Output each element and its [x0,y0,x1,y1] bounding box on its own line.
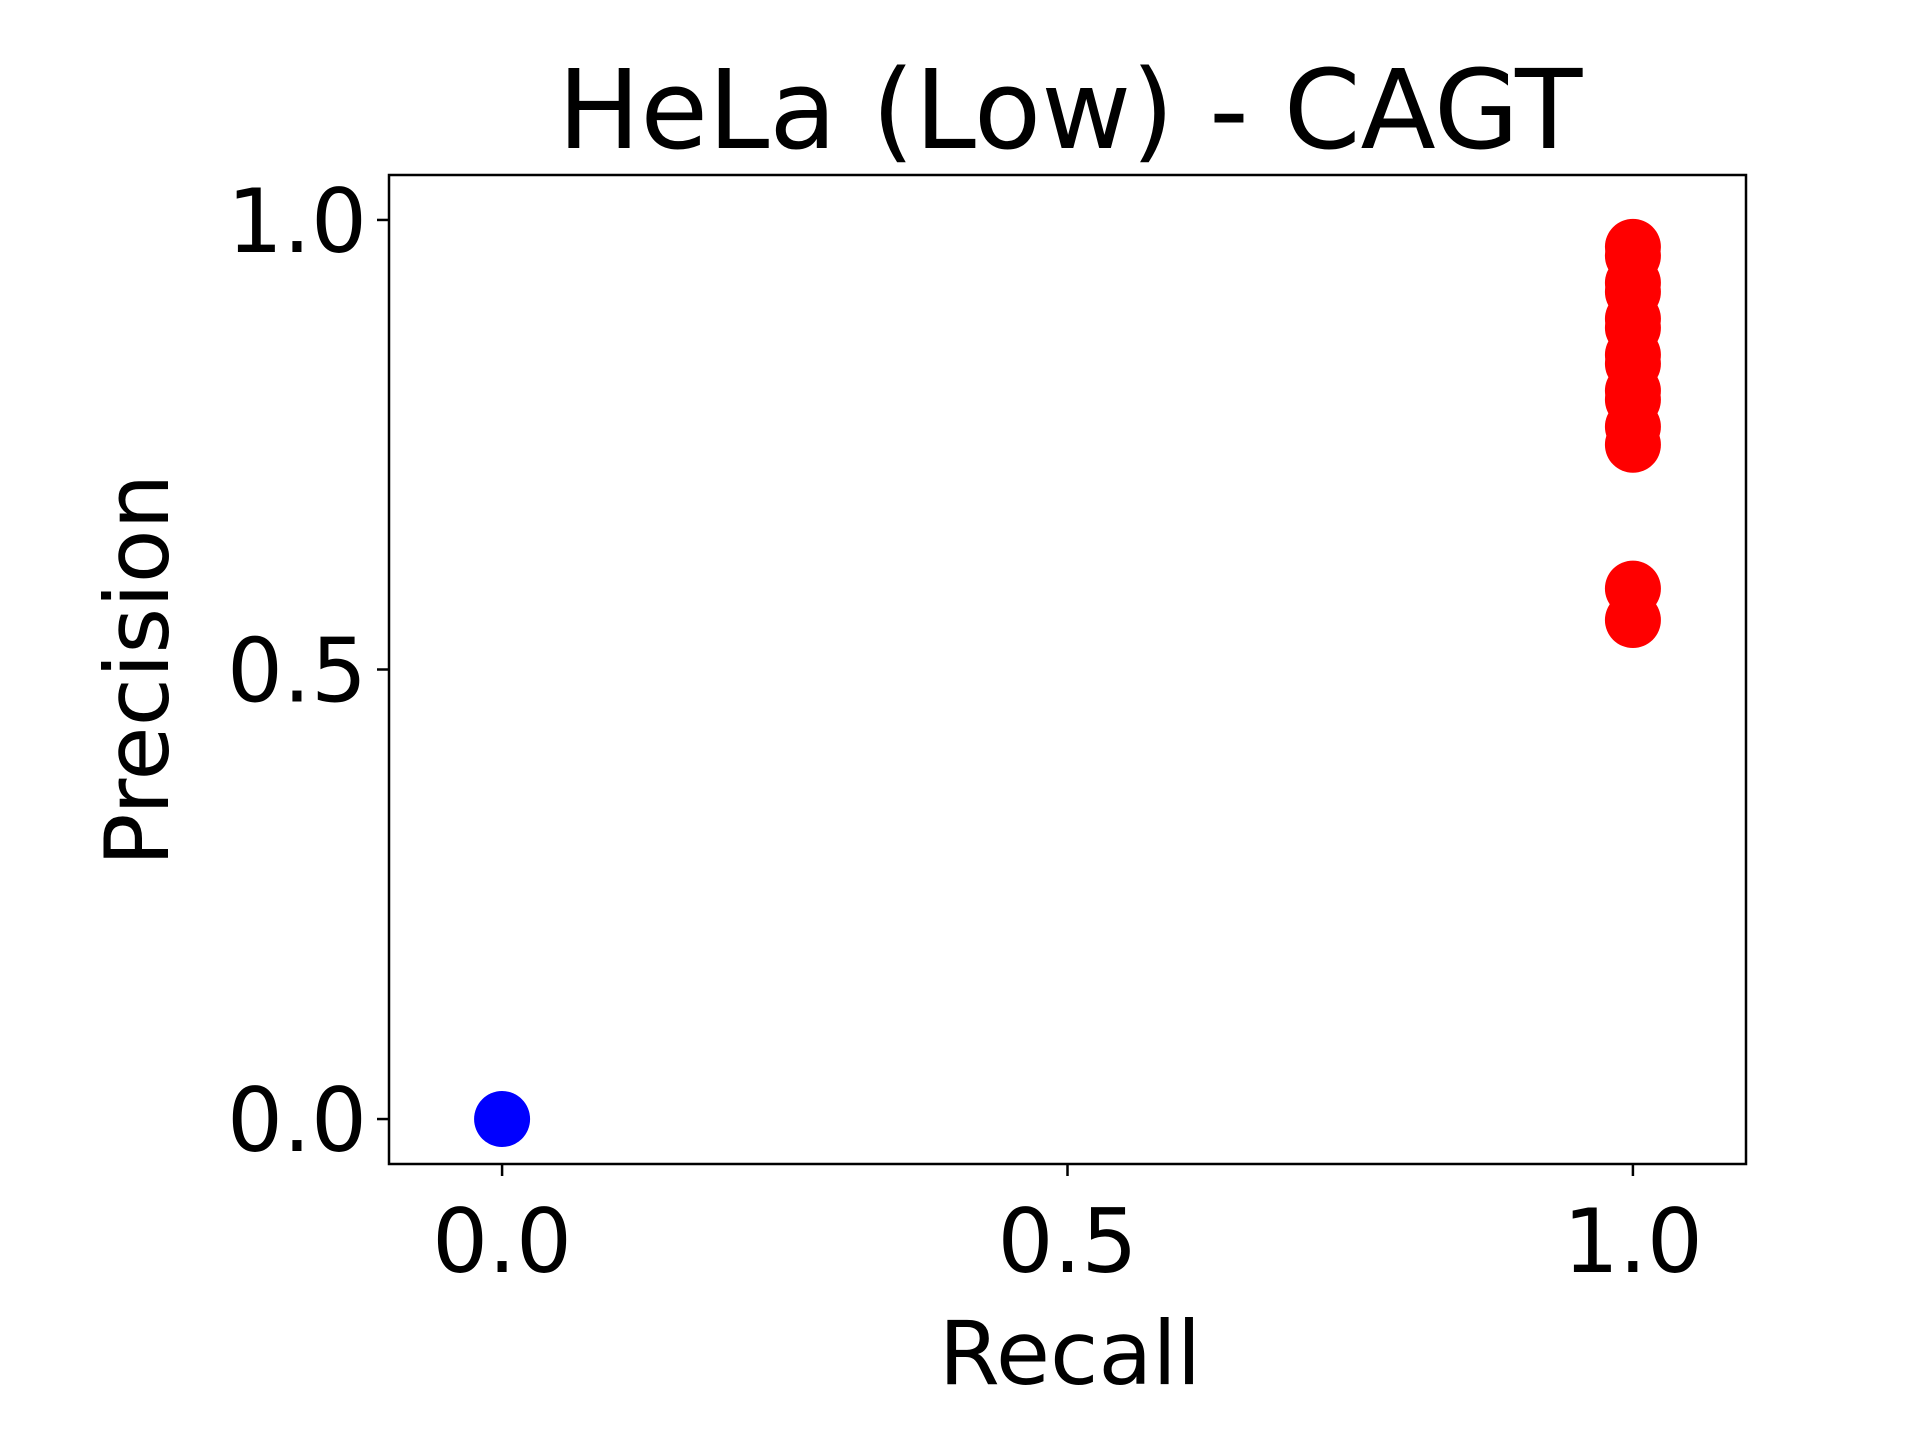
y-tick-label: 1.0 [227,170,367,273]
y-axis: 0.0 0.5 1.0 [227,170,389,1172]
x-tick-label: 1.0 [1563,1190,1703,1293]
data-point-series-1 [1604,592,1661,649]
data-point-series-1 [1604,416,1661,473]
data-points [474,218,1661,1148]
x-axis-label: Recall [939,1302,1202,1405]
x-tick-label: 0.5 [998,1190,1138,1293]
y-tick-label: 0.5 [227,620,367,723]
data-point-series-0 [474,1091,531,1148]
chart-title: HeLa (Low) - CAGT [558,46,1584,174]
x-axis: 0.0 0.5 1.0 [432,1164,1703,1293]
y-axis-label: Precision [86,474,189,867]
y-tick-label: 0.0 [227,1069,367,1172]
x-tick-label: 0.0 [432,1190,572,1293]
plot-frame [387,173,1748,1166]
